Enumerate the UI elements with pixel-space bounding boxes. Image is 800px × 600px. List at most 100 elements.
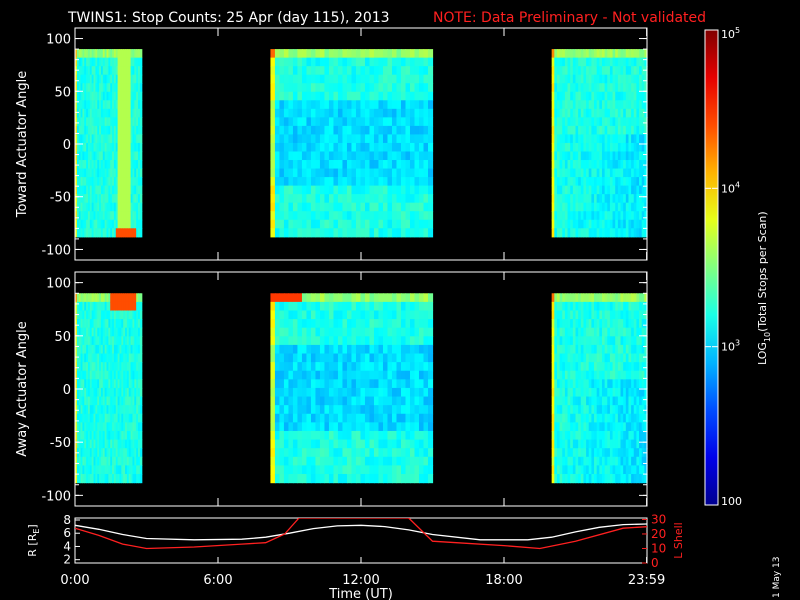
- heatmap-cell: [310, 194, 317, 204]
- heatmap-cell: [400, 228, 407, 238]
- heatmap-cell: [396, 177, 402, 187]
- heatmap-cell: [612, 91, 616, 101]
- heatmap-cell: [418, 353, 425, 363]
- heatmap-cell: [556, 370, 561, 380]
- heatmap-cell: [628, 57, 632, 67]
- heatmap-cell: [319, 362, 326, 372]
- heatmap-cell: [117, 353, 121, 363]
- heatmap-cell: [615, 177, 619, 187]
- heatmap-cell: [575, 370, 579, 380]
- heatmap-cell: [139, 151, 143, 161]
- heatmap-cell: [315, 405, 321, 415]
- heatmap-cell: [583, 362, 587, 372]
- heatmap-cell: [609, 473, 614, 484]
- heatmap-cell: [559, 327, 563, 337]
- heatmap-cell: [123, 57, 126, 67]
- heatmap-cell: [125, 211, 128, 221]
- heatmap-cell: [288, 473, 294, 484]
- heatmap-cell: [102, 293, 106, 303]
- heatmap-cell: [578, 336, 582, 346]
- heatmap-cell: [112, 370, 115, 380]
- heatmap-cell: [297, 336, 303, 346]
- heatmap-cell: [89, 456, 93, 466]
- heatmap-cell: [283, 194, 290, 204]
- heatmap-cell: [604, 91, 608, 101]
- heatmap-cell: [636, 142, 640, 153]
- heatmap-cell: [601, 142, 606, 153]
- heatmap-cell: [274, 430, 281, 441]
- heatmap-cell: [123, 319, 126, 329]
- heatmap-cell: [126, 202, 130, 212]
- heatmap-cell: [591, 327, 595, 337]
- heatmap-cell: [270, 301, 276, 312]
- heatmap-cell: [115, 100, 119, 110]
- heatmap-cell: [115, 211, 119, 221]
- heatmap-cell: [418, 125, 425, 136]
- heatmap-cell: [134, 185, 137, 195]
- heatmap-cell: [559, 142, 563, 153]
- heatmap-cell: [578, 151, 582, 161]
- heatmap-cell: [551, 413, 555, 423]
- heatmap-cell: [112, 202, 115, 212]
- heatmap-cell: [76, 134, 80, 144]
- heatmap-cell: [104, 327, 108, 337]
- heatmap-cell: [91, 91, 95, 101]
- heatmap-cell: [364, 319, 371, 329]
- heatmap-cell: [136, 405, 139, 415]
- heatmap-cell: [121, 353, 124, 363]
- heatmap-cell: [104, 125, 108, 136]
- heatmap-cell: [591, 353, 595, 363]
- heatmap-cell: [575, 301, 579, 312]
- heatmap-cell: [128, 202, 132, 212]
- heatmap-cell: [580, 370, 585, 380]
- heatmap-cell: [337, 219, 344, 229]
- heatmap-cell: [572, 370, 577, 380]
- heatmap-cell: [594, 177, 598, 187]
- heatmap-cell: [106, 413, 109, 423]
- heatmap-cell: [631, 379, 635, 389]
- heatmap-cell: [121, 151, 124, 161]
- heatmap-cell: [115, 74, 119, 84]
- heatmap-cell: [337, 142, 344, 153]
- heatmap-cell: [342, 370, 348, 380]
- heatmap-cell: [551, 353, 555, 363]
- heatmap-cell: [387, 185, 393, 195]
- heatmap-cell: [128, 177, 132, 187]
- heatmap-cell: [75, 301, 78, 312]
- heatmap-cell: [396, 319, 402, 329]
- heatmap-cell: [567, 83, 571, 93]
- heatmap-cell: [591, 473, 595, 484]
- heatmap-cell: [405, 142, 411, 153]
- heatmap-cell: [104, 151, 108, 161]
- heatmap-cell: [89, 448, 93, 458]
- heatmap-cell: [319, 160, 326, 170]
- heatmap-cell: [396, 125, 402, 136]
- heatmap-cell: [609, 74, 614, 84]
- heatmap-cell: [551, 134, 555, 144]
- heatmap-cell: [551, 125, 555, 136]
- heatmap-cell: [596, 142, 600, 153]
- heatmap-cell: [78, 219, 82, 229]
- heatmap-cell: [615, 353, 619, 363]
- heatmap-cell: [578, 185, 582, 195]
- heatmap-cell: [556, 293, 561, 303]
- heatmap-cell: [112, 228, 115, 238]
- heatmap-cell: [418, 211, 425, 221]
- heatmap-cell: [575, 396, 579, 406]
- heatmap-cell: [110, 310, 113, 320]
- heatmap-cell: [104, 396, 108, 406]
- heatmap-cell: [87, 301, 91, 312]
- heatmap-cell: [405, 228, 411, 238]
- heatmap-cell: [125, 142, 128, 153]
- heatmap-cell: [138, 327, 141, 337]
- heatmap-cell: [297, 387, 303, 398]
- heatmap-cell: [554, 405, 558, 415]
- heatmap-cell: [559, 151, 563, 161]
- heatmap-cell: [123, 211, 126, 221]
- heatmap-cell: [80, 219, 84, 229]
- heatmap-cell: [396, 219, 402, 229]
- heatmap-cell: [414, 83, 420, 93]
- heatmap-cell: [288, 344, 294, 355]
- left-tick-label: 8: [63, 513, 71, 527]
- heatmap-cell: [274, 117, 281, 127]
